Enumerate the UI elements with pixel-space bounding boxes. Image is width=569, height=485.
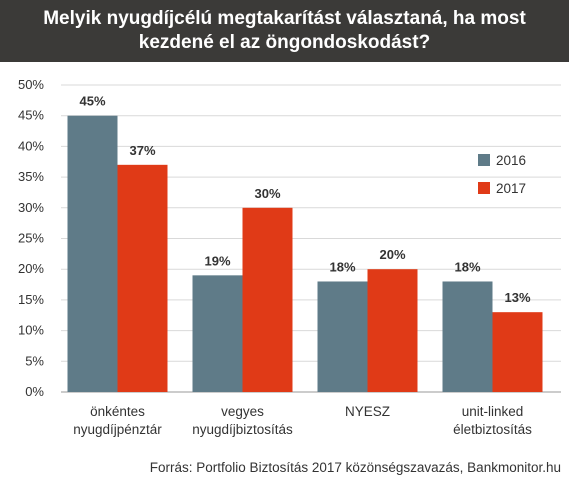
x-tick-label: önkéntes bbox=[90, 404, 145, 419]
data-label: 18% bbox=[454, 259, 480, 274]
chart-title-line-1: Melyik nyugdíjcélú megtakarítást választ… bbox=[43, 8, 526, 29]
y-tick-label: 10% bbox=[18, 323, 44, 338]
legend-label: 2016 bbox=[496, 153, 526, 168]
data-label: 20% bbox=[379, 247, 405, 262]
chart-title-bar: Melyik nyugdíjcélú megtakarítást választ… bbox=[0, 0, 569, 62]
y-tick-label: 45% bbox=[18, 108, 44, 123]
y-tick-label: 40% bbox=[18, 138, 44, 153]
legend-swatch-2017 bbox=[478, 182, 490, 194]
data-label: 13% bbox=[504, 290, 530, 305]
y-tick-label: 0% bbox=[25, 384, 44, 399]
y-tick-label: 30% bbox=[18, 200, 44, 215]
x-tick-label: nyugdíjpénztár bbox=[73, 422, 162, 437]
y-tick-label: 35% bbox=[18, 169, 44, 184]
data-label: 19% bbox=[204, 253, 230, 268]
bar-2016-2 bbox=[317, 281, 368, 392]
x-tick-label: NYESZ bbox=[345, 404, 390, 419]
bar-2017-2 bbox=[367, 269, 418, 392]
y-tick-label: 20% bbox=[18, 261, 44, 276]
y-tick-label: 25% bbox=[18, 231, 44, 246]
bar-chart: 0% 5% 10% 15% 20% 25% 30% 35% 40% 45% 50% 45% 19% 18%… bbox=[18, 77, 561, 437]
bar-2017-3 bbox=[492, 312, 543, 392]
x-tick-label: nyugdíjbiztosítás bbox=[192, 422, 293, 437]
bar-2016-0 bbox=[67, 115, 118, 392]
chart-title: Melyik nyugdíjcélú megtakarítást választ… bbox=[25, 7, 545, 55]
y-tick-label: 5% bbox=[25, 353, 44, 368]
bar-2017-1 bbox=[242, 207, 293, 392]
y-tick-label: 15% bbox=[18, 292, 44, 307]
chart-title-line-2: kezdené el az öngondoskodást? bbox=[138, 32, 431, 53]
x-tick-label: életbiztosítás bbox=[453, 422, 532, 437]
data-label: 30% bbox=[254, 186, 280, 201]
x-tick-label: unit-linked bbox=[462, 404, 524, 419]
data-label: 18% bbox=[329, 259, 355, 274]
source-note: Forrás: Portfolio Biztosítás 2017 közöns… bbox=[149, 460, 561, 475]
x-tick-label: vegyes bbox=[221, 404, 264, 419]
data-label: 45% bbox=[79, 94, 105, 109]
y-tick-label: 50% bbox=[18, 77, 44, 92]
bar-2017-0 bbox=[117, 164, 168, 392]
legend-label: 2017 bbox=[496, 181, 526, 196]
data-label: 37% bbox=[129, 143, 155, 158]
bar-2016-1 bbox=[192, 275, 243, 392]
legend-swatch-2016 bbox=[478, 154, 490, 166]
bar-2016-3 bbox=[442, 281, 493, 392]
